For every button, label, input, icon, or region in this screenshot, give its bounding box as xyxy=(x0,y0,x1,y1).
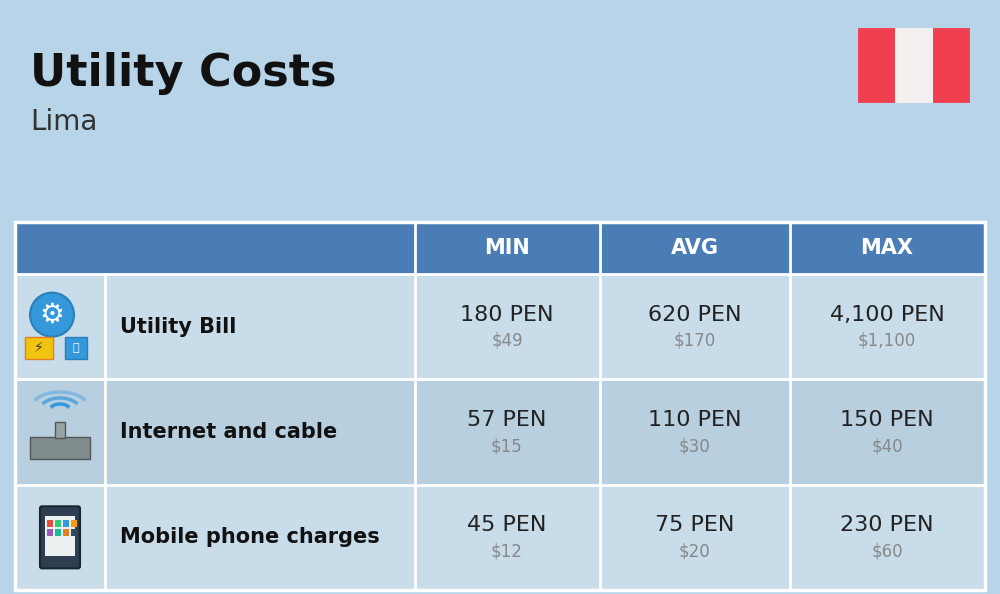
Text: ⚡: ⚡ xyxy=(34,341,44,355)
Bar xyxy=(858,28,895,103)
Bar xyxy=(65,337,87,359)
Bar xyxy=(63,529,69,536)
Bar xyxy=(15,485,985,590)
Text: $30: $30 xyxy=(679,437,711,455)
Text: 📶: 📶 xyxy=(73,343,79,353)
Bar xyxy=(71,520,77,527)
Bar xyxy=(45,516,75,557)
Text: $60: $60 xyxy=(871,542,903,560)
Text: $40: $40 xyxy=(871,437,903,455)
Text: 110 PEN: 110 PEN xyxy=(648,410,742,430)
Bar xyxy=(30,437,90,459)
Text: Lima: Lima xyxy=(30,108,97,136)
Text: Internet and cable: Internet and cable xyxy=(120,422,337,442)
Bar xyxy=(415,222,600,274)
Bar xyxy=(15,380,985,485)
Text: 45 PEN: 45 PEN xyxy=(467,516,547,535)
Text: $15: $15 xyxy=(491,437,523,455)
Bar xyxy=(895,28,933,103)
Text: Utility Costs: Utility Costs xyxy=(30,52,336,95)
Text: $49: $49 xyxy=(491,331,523,350)
Bar xyxy=(15,222,415,274)
Text: AVG: AVG xyxy=(671,238,719,258)
Bar xyxy=(47,529,53,536)
Bar xyxy=(15,274,985,380)
Bar xyxy=(25,337,53,359)
Text: Mobile phone charges: Mobile phone charges xyxy=(120,527,380,547)
Bar xyxy=(15,222,985,590)
Circle shape xyxy=(30,293,74,337)
Bar xyxy=(55,520,61,527)
Text: MIN: MIN xyxy=(484,238,530,258)
Text: MAX: MAX xyxy=(860,238,914,258)
Text: 620 PEN: 620 PEN xyxy=(648,305,742,325)
Text: $20: $20 xyxy=(679,542,711,560)
Bar xyxy=(933,28,971,103)
Bar xyxy=(790,222,985,274)
Text: Utility Bill: Utility Bill xyxy=(120,317,236,337)
Bar xyxy=(600,222,790,274)
Text: 180 PEN: 180 PEN xyxy=(460,305,554,325)
Text: $12: $12 xyxy=(491,542,523,560)
Bar xyxy=(47,520,53,527)
Bar xyxy=(63,520,69,527)
Text: 4,100 PEN: 4,100 PEN xyxy=(830,305,944,325)
Text: $170: $170 xyxy=(674,331,716,350)
Text: 150 PEN: 150 PEN xyxy=(840,410,934,430)
Bar xyxy=(55,422,65,438)
Text: 57 PEN: 57 PEN xyxy=(467,410,547,430)
Text: $1,100: $1,100 xyxy=(858,331,916,350)
Text: 75 PEN: 75 PEN xyxy=(655,516,735,535)
Text: 230 PEN: 230 PEN xyxy=(840,516,934,535)
Bar xyxy=(71,529,77,536)
Text: ⚙: ⚙ xyxy=(40,301,64,328)
Bar xyxy=(55,529,61,536)
FancyBboxPatch shape xyxy=(40,506,80,568)
